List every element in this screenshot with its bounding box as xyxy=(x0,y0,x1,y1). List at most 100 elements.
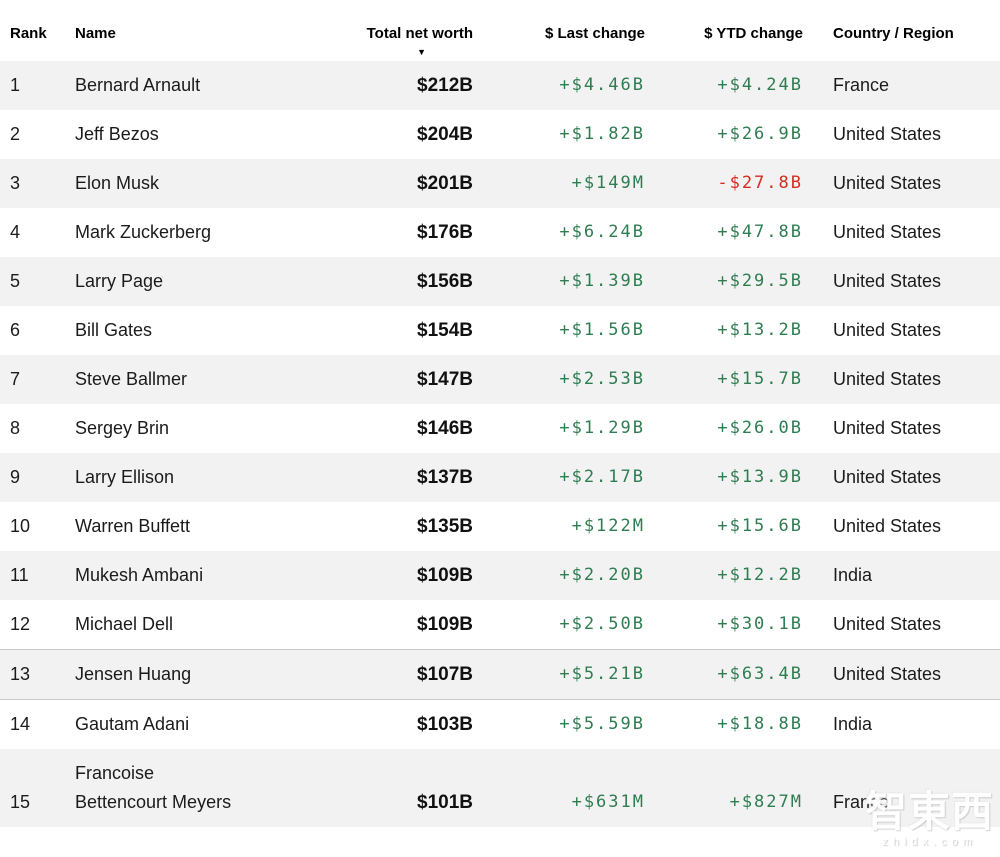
table-row[interactable]: 7 Steve Ballmer $147B +$2.53B +$15.7B Un… xyxy=(0,355,1000,404)
rank-cell: 6 xyxy=(0,306,75,355)
name-cell: Larry Page xyxy=(75,257,353,306)
rank-cell: 3 xyxy=(0,159,75,208)
rank-cell: 14 xyxy=(0,699,75,749)
last-change-cell: +$631M xyxy=(473,749,645,827)
last-change-cell: +$122M xyxy=(473,502,645,551)
ytd-change-cell: +$63.4B xyxy=(645,649,803,700)
rank-cell: 1 xyxy=(0,61,75,110)
table-row[interactable]: 14 Gautam Adani $103B +$5.59B +$18.8B In… xyxy=(0,699,1000,749)
rank-cell: 2 xyxy=(0,110,75,159)
last-change-cell: +$6.24B xyxy=(473,208,645,257)
column-header-ytd-change[interactable]: $ YTD change xyxy=(645,0,803,61)
table-row[interactable]: 3 Elon Musk $201B +$149M -$27.8B United … xyxy=(0,159,1000,208)
country-cell: United States xyxy=(803,257,1000,306)
name-cell: Gautam Adani xyxy=(75,699,353,749)
name-cell: Jeff Bezos xyxy=(75,110,353,159)
rank-cell: 8 xyxy=(0,404,75,453)
country-cell: United States xyxy=(803,110,1000,159)
last-change-cell: +$5.59B xyxy=(473,699,645,749)
country-cell: India xyxy=(803,699,1000,749)
last-change-cell: +$149M xyxy=(473,159,645,208)
ytd-change-cell: +$26.9B xyxy=(645,110,803,159)
table-row[interactable]: 1 Bernard Arnault $212B +$4.46B +$4.24B … xyxy=(0,61,1000,110)
ytd-change-cell: +$13.9B xyxy=(645,453,803,502)
country-cell: United States xyxy=(803,404,1000,453)
country-cell: United States xyxy=(803,306,1000,355)
table-row[interactable]: 15 Francoise Bettencourt Meyers $101B +$… xyxy=(0,749,1000,827)
country-cell: United States xyxy=(803,355,1000,404)
name-cell: Larry Ellison xyxy=(75,453,353,502)
net-worth-cell: $101B xyxy=(353,749,473,827)
name-cell: Jensen Huang xyxy=(75,649,353,700)
rank-cell: 15 xyxy=(0,749,75,827)
table-row[interactable]: 10 Warren Buffett $135B +$122M +$15.6B U… xyxy=(0,502,1000,551)
name-cell: Bill Gates xyxy=(75,306,353,355)
billionaires-table: Rank Name Total net worth ▼ $ Last change… xyxy=(0,0,1000,827)
country-cell: United States xyxy=(803,159,1000,208)
column-header-total-net-worth-label: Total net worth xyxy=(366,25,473,42)
net-worth-cell: $201B xyxy=(353,159,473,208)
name-cell: Warren Buffett xyxy=(75,502,353,551)
name-cell: Francoise Bettencourt Meyers xyxy=(75,749,353,827)
table-row[interactable]: 9 Larry Ellison $137B +$2.17B +$13.9B Un… xyxy=(0,453,1000,502)
last-change-cell: +$2.17B xyxy=(473,453,645,502)
last-change-cell: +$2.20B xyxy=(473,551,645,600)
rank-cell: 9 xyxy=(0,453,75,502)
net-worth-cell: $154B xyxy=(353,306,473,355)
table-row[interactable]: 8 Sergey Brin $146B +$1.29B +$26.0B Unit… xyxy=(0,404,1000,453)
column-header-last-change[interactable]: $ Last change xyxy=(473,0,645,61)
last-change-cell: +$1.39B xyxy=(473,257,645,306)
net-worth-cell: $204B xyxy=(353,110,473,159)
column-header-name[interactable]: Name xyxy=(75,0,353,61)
last-change-cell: +$1.56B xyxy=(473,306,645,355)
country-cell: United States xyxy=(803,649,1000,700)
net-worth-cell: $147B xyxy=(353,355,473,404)
table-row[interactable]: 13 Jensen Huang $107B +$5.21B +$63.4B Un… xyxy=(0,649,1000,700)
net-worth-cell: $107B xyxy=(353,649,473,700)
table-row[interactable]: 12 Michael Dell $109B +$2.50B +$30.1B Un… xyxy=(0,600,1000,650)
country-cell: India xyxy=(803,551,1000,600)
country-cell: United States xyxy=(803,453,1000,502)
ytd-change-cell: +$827M xyxy=(645,749,803,827)
column-header-country-region[interactable]: Country / Region xyxy=(803,0,1000,61)
rank-cell: 11 xyxy=(0,551,75,600)
table-row[interactable]: 5 Larry Page $156B +$1.39B +$29.5B Unite… xyxy=(0,257,1000,306)
rank-cell: 13 xyxy=(0,649,75,700)
net-worth-cell: $109B xyxy=(353,551,473,600)
name-cell: Sergey Brin xyxy=(75,404,353,453)
name-cell: Michael Dell xyxy=(75,600,353,650)
name-cell: Bernard Arnault xyxy=(75,61,353,110)
ytd-change-cell: +$12.2B xyxy=(645,551,803,600)
table-row[interactable]: 6 Bill Gates $154B +$1.56B +$13.2B Unite… xyxy=(0,306,1000,355)
table-row[interactable]: 4 Mark Zuckerberg $176B +$6.24B +$47.8B … xyxy=(0,208,1000,257)
ytd-change-cell: +$47.8B xyxy=(645,208,803,257)
net-worth-cell: $146B xyxy=(353,404,473,453)
column-header-total-net-worth[interactable]: Total net worth ▼ xyxy=(353,0,473,61)
ytd-change-cell: -$27.8B xyxy=(645,159,803,208)
country-cell: France xyxy=(803,749,1000,827)
name-cell: Mukesh Ambani xyxy=(75,551,353,600)
ytd-change-cell: +$26.0B xyxy=(645,404,803,453)
net-worth-cell: $135B xyxy=(353,502,473,551)
net-worth-cell: $156B xyxy=(353,257,473,306)
net-worth-cell: $109B xyxy=(353,600,473,650)
net-worth-cell: $103B xyxy=(353,699,473,749)
rank-cell: 12 xyxy=(0,600,75,650)
last-change-cell: +$2.50B xyxy=(473,600,645,650)
country-cell: United States xyxy=(803,600,1000,650)
table-row[interactable]: 2 Jeff Bezos $204B +$1.82B +$26.9B Unite… xyxy=(0,110,1000,159)
column-header-rank[interactable]: Rank xyxy=(0,0,75,61)
last-change-cell: +$5.21B xyxy=(473,649,645,700)
ytd-change-cell: +$15.6B xyxy=(645,502,803,551)
table-header-row: Rank Name Total net worth ▼ $ Last change… xyxy=(0,0,1000,61)
name-cell: Steve Ballmer xyxy=(75,355,353,404)
rank-cell: 5 xyxy=(0,257,75,306)
ytd-change-cell: +$18.8B xyxy=(645,699,803,749)
ytd-change-cell: +$29.5B xyxy=(645,257,803,306)
name-cell: Elon Musk xyxy=(75,159,353,208)
rank-cell: 10 xyxy=(0,502,75,551)
last-change-cell: +$1.82B xyxy=(473,110,645,159)
table-row[interactable]: 11 Mukesh Ambani $109B +$2.20B +$12.2B I… xyxy=(0,551,1000,600)
name-cell: Mark Zuckerberg xyxy=(75,208,353,257)
